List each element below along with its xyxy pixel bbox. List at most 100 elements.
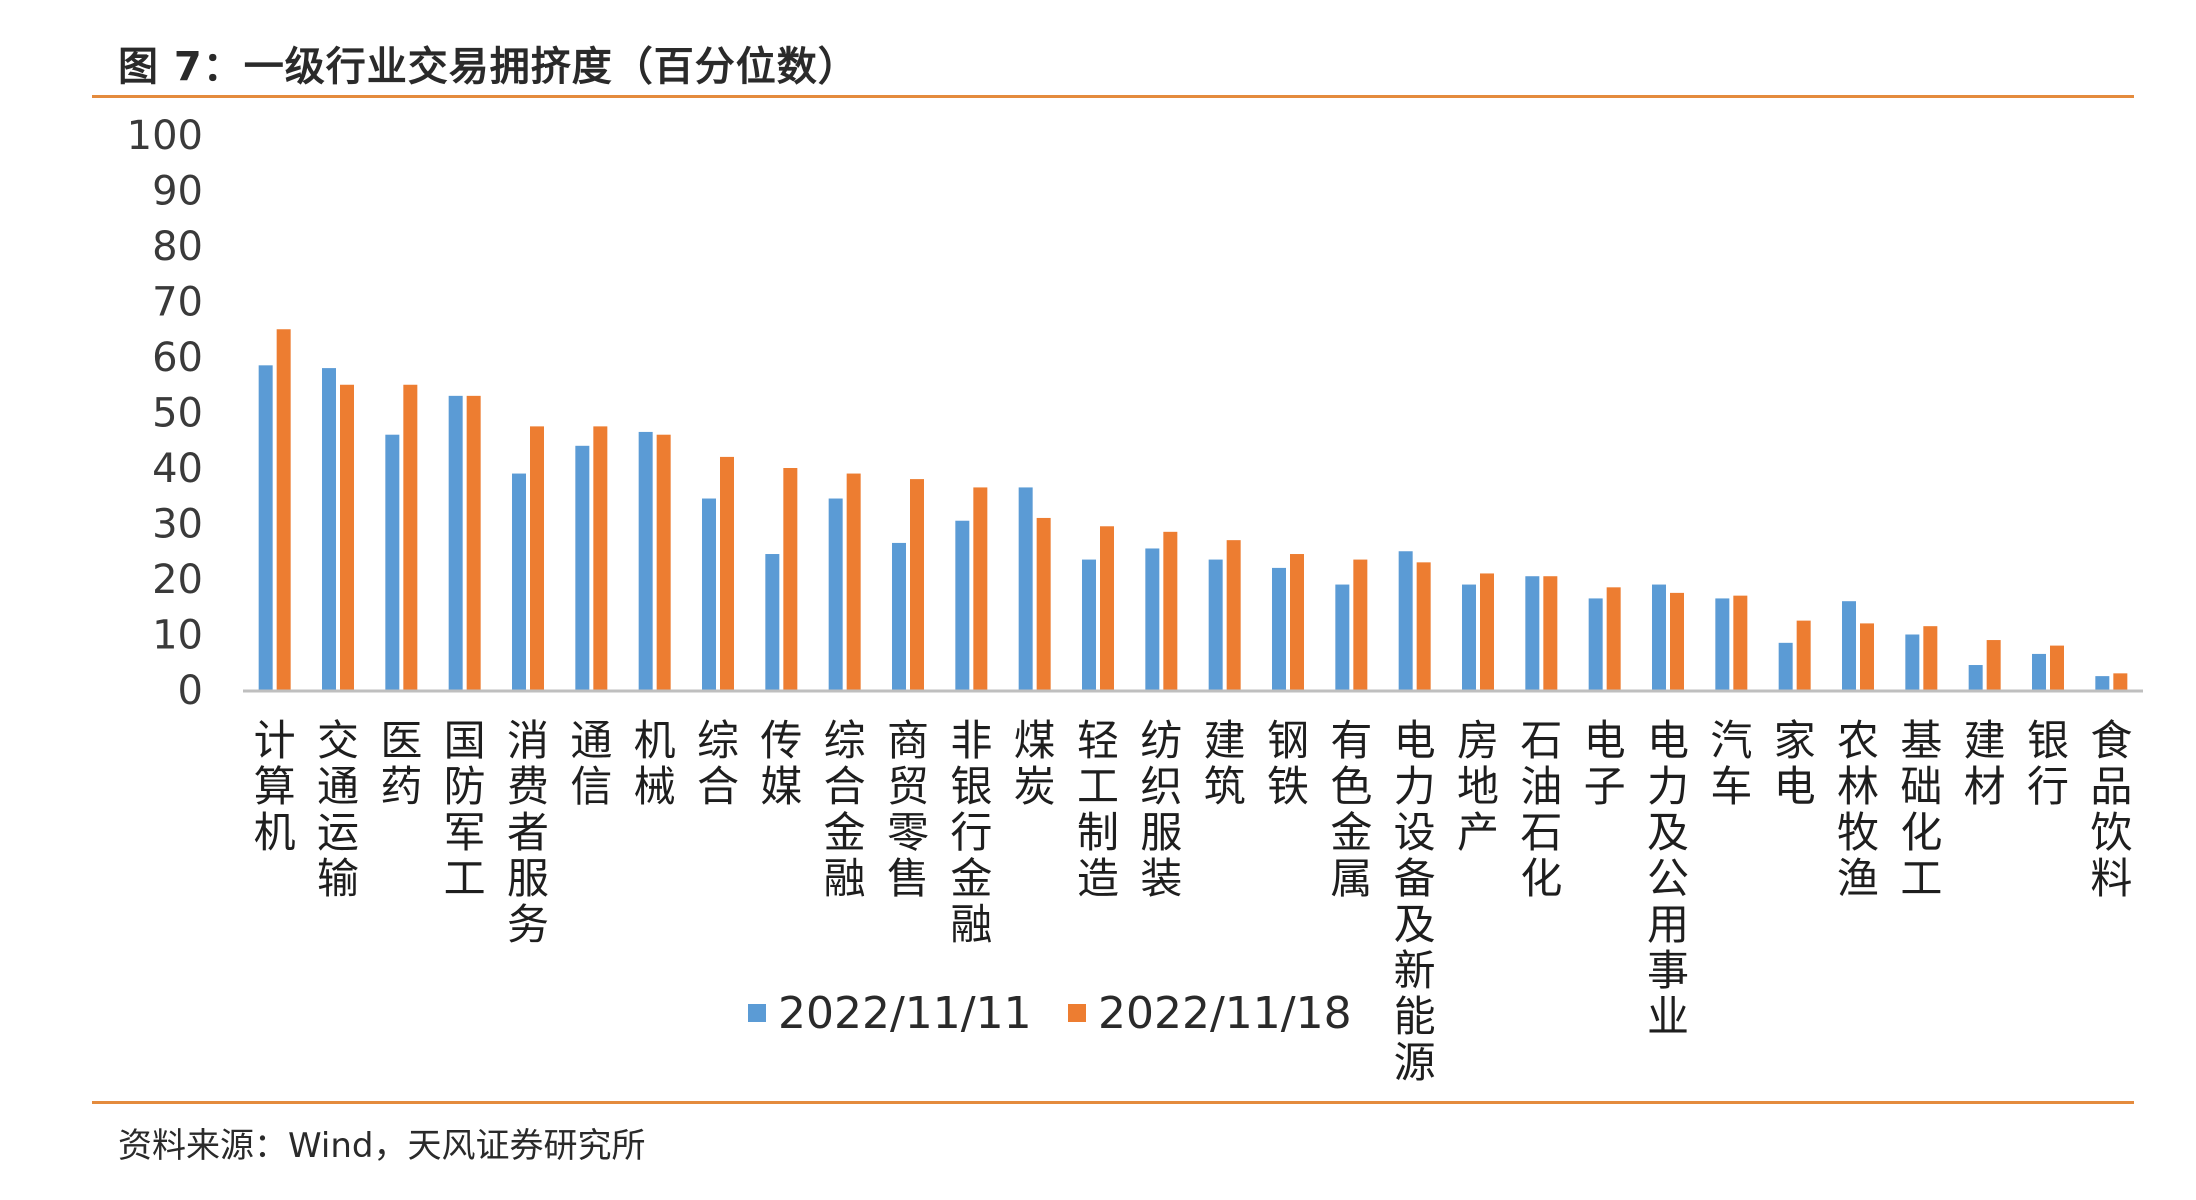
source-divider (92, 1101, 2134, 1104)
bar-series-1 (1208, 559, 1223, 690)
bar-series-1 (1272, 567, 1286, 690)
category-label: 商贸零售 (887, 716, 929, 903)
category-label: 电力及公用事业 (1647, 716, 1689, 1041)
y-tick-label: 100 (127, 113, 203, 159)
category-label: 汽车 (1710, 716, 1752, 811)
category-label: 交通运输 (317, 716, 359, 903)
category-label: 综合金融 (824, 716, 866, 903)
bar-series-2 (530, 426, 544, 690)
category-label: 建筑 (1204, 716, 1246, 811)
category-label: 银行 (2027, 716, 2069, 811)
bar-series-2 (276, 329, 291, 690)
y-tick-label: 30 (152, 502, 203, 548)
bar-series-1 (1398, 551, 1413, 690)
category-label: 石油石化 (1520, 716, 1562, 903)
bar-series-2 (593, 426, 608, 690)
legend: 2022/11/11 2022/11/18 (748, 988, 1352, 1039)
category-label: 房地产 (1457, 716, 1499, 857)
y-tick-label: 20 (152, 557, 203, 603)
bar-series-1 (1335, 584, 1350, 690)
bar-series-2 (1986, 640, 2001, 690)
bar-series-2 (1226, 540, 1241, 690)
bar-series-1 (1715, 598, 1730, 690)
bar-series-2 (1163, 531, 1178, 690)
bar-series-1 (258, 365, 273, 690)
bar-series-2 (846, 473, 861, 690)
figure-title: 图 7：一级行业交易拥挤度（百分位数） (118, 44, 859, 90)
category-label: 机械 (634, 716, 676, 811)
category-label: 食品饮料 (2090, 716, 2132, 903)
y-tick-label: 10 (152, 613, 203, 659)
bar-series-2 (720, 456, 734, 690)
bar-series-2 (1290, 554, 1304, 690)
y-tick-label: 40 (152, 446, 203, 492)
bar-series-1 (1145, 548, 1160, 690)
bar-series (258, 329, 2128, 690)
bar-series-1 (638, 431, 653, 690)
bar-series-1 (1525, 576, 1540, 690)
bar-series-1 (765, 554, 780, 690)
bar-series-2 (1733, 595, 1748, 690)
bar-series-2 (1670, 592, 1684, 690)
category-label: 轻工制造 (1077, 716, 1119, 903)
bar-series-2 (466, 395, 481, 690)
bar-chart: 0 10 20 30 40 50 60 70 80 90 100 计算机交通运输医药国防军工消费者服… (127, 113, 2143, 1087)
bar-series-1 (322, 368, 336, 690)
bar-series-2 (403, 384, 418, 690)
category-label: 非银行金融 (950, 716, 992, 949)
bar-series-1 (575, 445, 590, 690)
bar-series-2 (1036, 517, 1051, 690)
category-label: 计算机 (254, 716, 296, 857)
category-label: 钢铁 (1267, 716, 1309, 811)
bar-series-1 (512, 473, 526, 690)
bar-series-1 (448, 395, 463, 690)
y-axis-ticks: 0 10 20 30 40 50 60 70 80 90 100 (127, 113, 203, 714)
category-label: 建材 (1964, 716, 2006, 811)
bar-series-1 (892, 542, 906, 690)
category-label: 传媒 (760, 716, 802, 811)
bar-series-2 (2113, 673, 2128, 690)
category-label: 农林牧渔 (1837, 716, 1879, 903)
bar-series-2 (1480, 573, 1494, 690)
category-label: 通信 (570, 716, 612, 811)
y-tick-label: 90 (152, 169, 203, 215)
bar-series-1 (1652, 584, 1666, 690)
bar-series-1 (1968, 665, 1983, 690)
bar-series-1 (1842, 601, 1856, 690)
bar-series-2 (2050, 645, 2064, 690)
category-label: 基础化工 (1900, 716, 1942, 903)
bar-series-1 (1082, 559, 1096, 690)
category-label: 家电 (1774, 716, 1816, 811)
bar-series-2 (656, 434, 671, 690)
category-labels: 计算机交通运输医药国防军工消费者服务通信机械综合传媒综合金融商贸零售非银行金融煤… (254, 716, 2133, 1087)
category-label: 消费者服务 (507, 716, 549, 949)
bar-series-1 (1018, 487, 1033, 690)
category-label: 有色金属 (1330, 716, 1372, 903)
category-label: 煤炭 (1014, 716, 1056, 811)
category-label: 综合 (697, 716, 739, 811)
bar-series-2 (1923, 626, 1938, 690)
bar-series-1 (955, 520, 970, 690)
bar-series-2 (1606, 587, 1621, 690)
category-label: 电子 (1584, 716, 1626, 811)
y-tick-label: 60 (152, 335, 203, 381)
legend-series-1-swatch (748, 1004, 766, 1022)
bar-series-1 (1588, 598, 1603, 690)
category-label: 医药 (380, 716, 422, 811)
legend-series-1-label: 2022/11/11 (778, 988, 1032, 1039)
y-tick-label: 70 (152, 280, 203, 326)
bar-series-1 (1778, 642, 1793, 690)
bar-series-2 (1860, 623, 1874, 690)
bar-series-1 (702, 498, 716, 690)
bar-series-2 (910, 479, 924, 690)
bar-series-1 (2095, 676, 2110, 690)
legend-series-2-label: 2022/11/18 (1098, 988, 1352, 1039)
bar-series-1 (385, 434, 400, 690)
bar-series-2 (1543, 576, 1558, 690)
bar-series-1 (2032, 653, 2046, 690)
legend-series-2-swatch (1068, 1004, 1086, 1022)
source-note: 资料来源：Wind，天风证券研究所 (118, 1126, 646, 1166)
y-tick-label: 50 (152, 391, 203, 437)
category-label: 纺织服装 (1140, 716, 1182, 903)
y-tick-label: 80 (152, 224, 203, 270)
